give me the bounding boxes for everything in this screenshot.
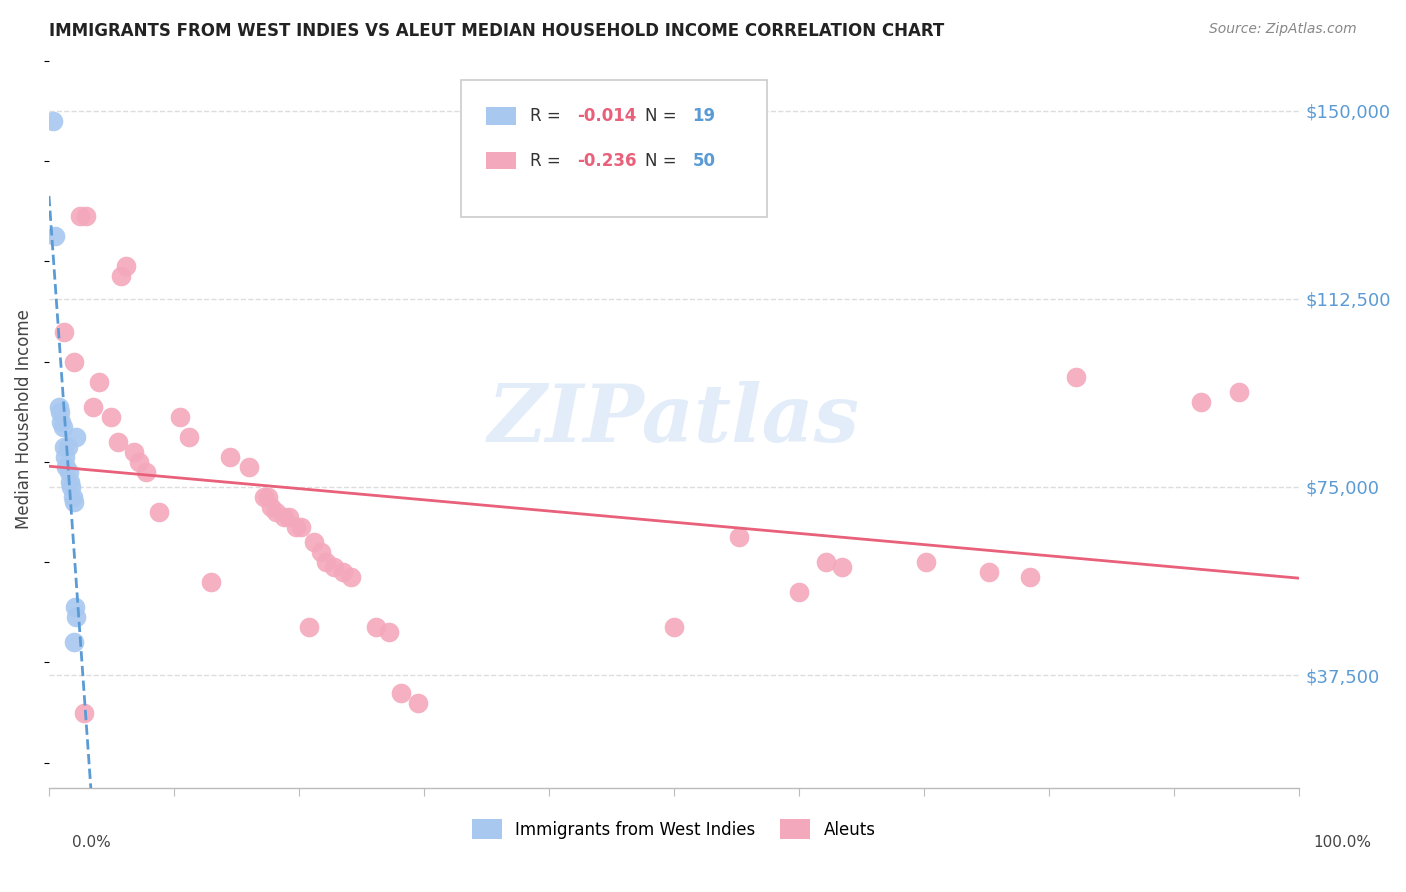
Point [256,490,278,504]
Point [56,440,79,454]
Point [69,209,91,223]
Text: N =: N = [645,107,682,125]
Point [63,635,86,649]
Point [59,475,82,489]
Point [1064,369,1087,384]
Point [87,375,110,389]
Point [277,510,299,524]
Point [65,610,87,624]
Point [200,575,222,590]
Point [44,229,66,244]
Point [115,260,138,274]
Point [169,409,191,424]
Point [52,325,75,339]
Point [135,465,157,479]
Point [53,450,76,464]
Point [219,450,242,464]
Point [128,455,150,469]
Point [49,405,72,419]
FancyBboxPatch shape [486,152,516,169]
Point [787,585,810,599]
Point [100,409,122,424]
Text: Source: ZipAtlas.com: Source: ZipAtlas.com [1209,22,1357,37]
Point [340,570,363,584]
Point [302,535,325,549]
Point [177,430,200,444]
Point [311,545,333,559]
Point [1189,394,1212,409]
Y-axis label: Median Household Income: Median Household Income [15,310,32,529]
FancyBboxPatch shape [486,107,516,125]
Point [378,625,401,640]
Point [122,445,145,459]
Point [110,269,132,284]
Point [75,209,97,223]
Point [58,465,80,479]
Text: -0.014: -0.014 [578,107,637,125]
Point [273,510,295,524]
Text: 100.0%: 100.0% [1313,836,1372,850]
Point [52,440,75,454]
Text: R =: R = [530,107,567,125]
Point [406,696,429,710]
Point [253,490,276,504]
Point [62,490,84,504]
Point [63,600,86,615]
Point [727,530,749,544]
Point [298,620,321,634]
Point [148,505,170,519]
Legend: Immigrants from West Indies, Aleuts: Immigrants from West Indies, Aleuts [465,813,883,846]
Point [285,520,308,534]
Point [65,430,87,444]
Point [1019,570,1042,584]
Text: 0.0%: 0.0% [72,836,111,850]
Text: 19: 19 [693,107,716,125]
Text: N =: N = [645,152,682,169]
Point [52,419,75,434]
FancyBboxPatch shape [461,80,768,217]
Point [260,500,283,514]
Text: ZIPatlas: ZIPatlas [488,381,860,458]
Point [238,459,260,474]
Point [82,400,104,414]
Point [266,505,288,519]
Point [332,565,354,579]
Point [662,620,685,634]
Point [51,415,73,429]
Point [322,560,344,574]
Point [290,520,312,534]
Point [55,459,77,474]
Point [63,495,86,509]
Point [63,354,86,368]
Text: -0.236: -0.236 [578,152,637,169]
Point [366,620,388,634]
Point [41,114,63,128]
Point [48,400,70,414]
Text: IMMIGRANTS FROM WEST INDIES VS ALEUT MEDIAN HOUSEHOLD INCOME CORRELATION CHART: IMMIGRANTS FROM WEST INDIES VS ALEUT MED… [49,22,945,40]
Point [831,560,853,574]
Point [73,706,96,720]
Point [1227,384,1250,399]
Text: 50: 50 [693,152,716,169]
Point [107,434,129,449]
Point [915,555,938,569]
Point [315,555,337,569]
Point [389,685,412,699]
Point [977,565,1000,579]
Text: R =: R = [530,152,567,169]
Point [815,555,838,569]
Point [60,480,83,494]
